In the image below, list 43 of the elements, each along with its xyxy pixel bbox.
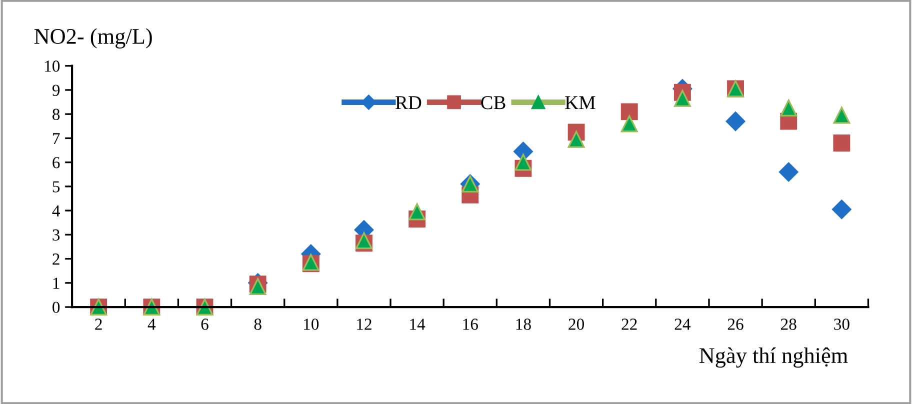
y-tick-label: 4 [52,205,60,216]
x-tick-label: 28 [781,318,796,330]
x-tick-label: 30 [834,318,850,330]
x-tick-label: 26 [728,318,744,330]
x-tick-label: 22 [622,318,637,330]
point [778,162,798,182]
point [833,106,850,124]
y-tick-label: 6 [52,157,60,168]
x-tick-label: 10 [304,318,319,330]
y-tick-label: 9 [52,84,60,96]
point [408,203,426,220]
x-tick-label: 6 [201,318,208,330]
point [620,115,638,132]
point [833,134,850,152]
y-axis-title: NO2- (mg/L) [34,28,152,48]
x-tick-label: 14 [410,318,426,330]
y-tick-label: 1 [53,278,60,289]
legend-label: CB [481,96,506,110]
point [620,103,638,120]
x-tick-label: 16 [463,318,478,330]
x-tick-label: 2 [95,318,102,330]
point [514,154,532,171]
y-tick-label: 2 [52,254,60,265]
legend-label: RD [395,96,422,110]
y-tick-label: 3 [52,229,60,241]
point [726,112,746,131]
x-axis-title: Ngày thí nghiệm [699,347,848,368]
point [780,100,798,117]
y-tick-label: 5 [52,181,60,192]
x-tick-label: 24 [674,318,691,330]
y-tick-label: 8 [52,108,60,120]
point [674,90,691,107]
x-tick-label: 12 [357,318,372,330]
y-tick-label: 7 [53,133,60,144]
legend-label: KM [565,96,596,110]
x-tick-label: 20 [568,318,584,330]
point [568,130,585,148]
x-tick-label: 4 [148,318,156,330]
y-tick-label: 10 [45,60,60,72]
y-tick-label: 0 [52,302,60,313]
x-tick-label: 18 [516,318,531,330]
point [832,200,852,220]
x-tick-label: 8 [254,318,262,330]
